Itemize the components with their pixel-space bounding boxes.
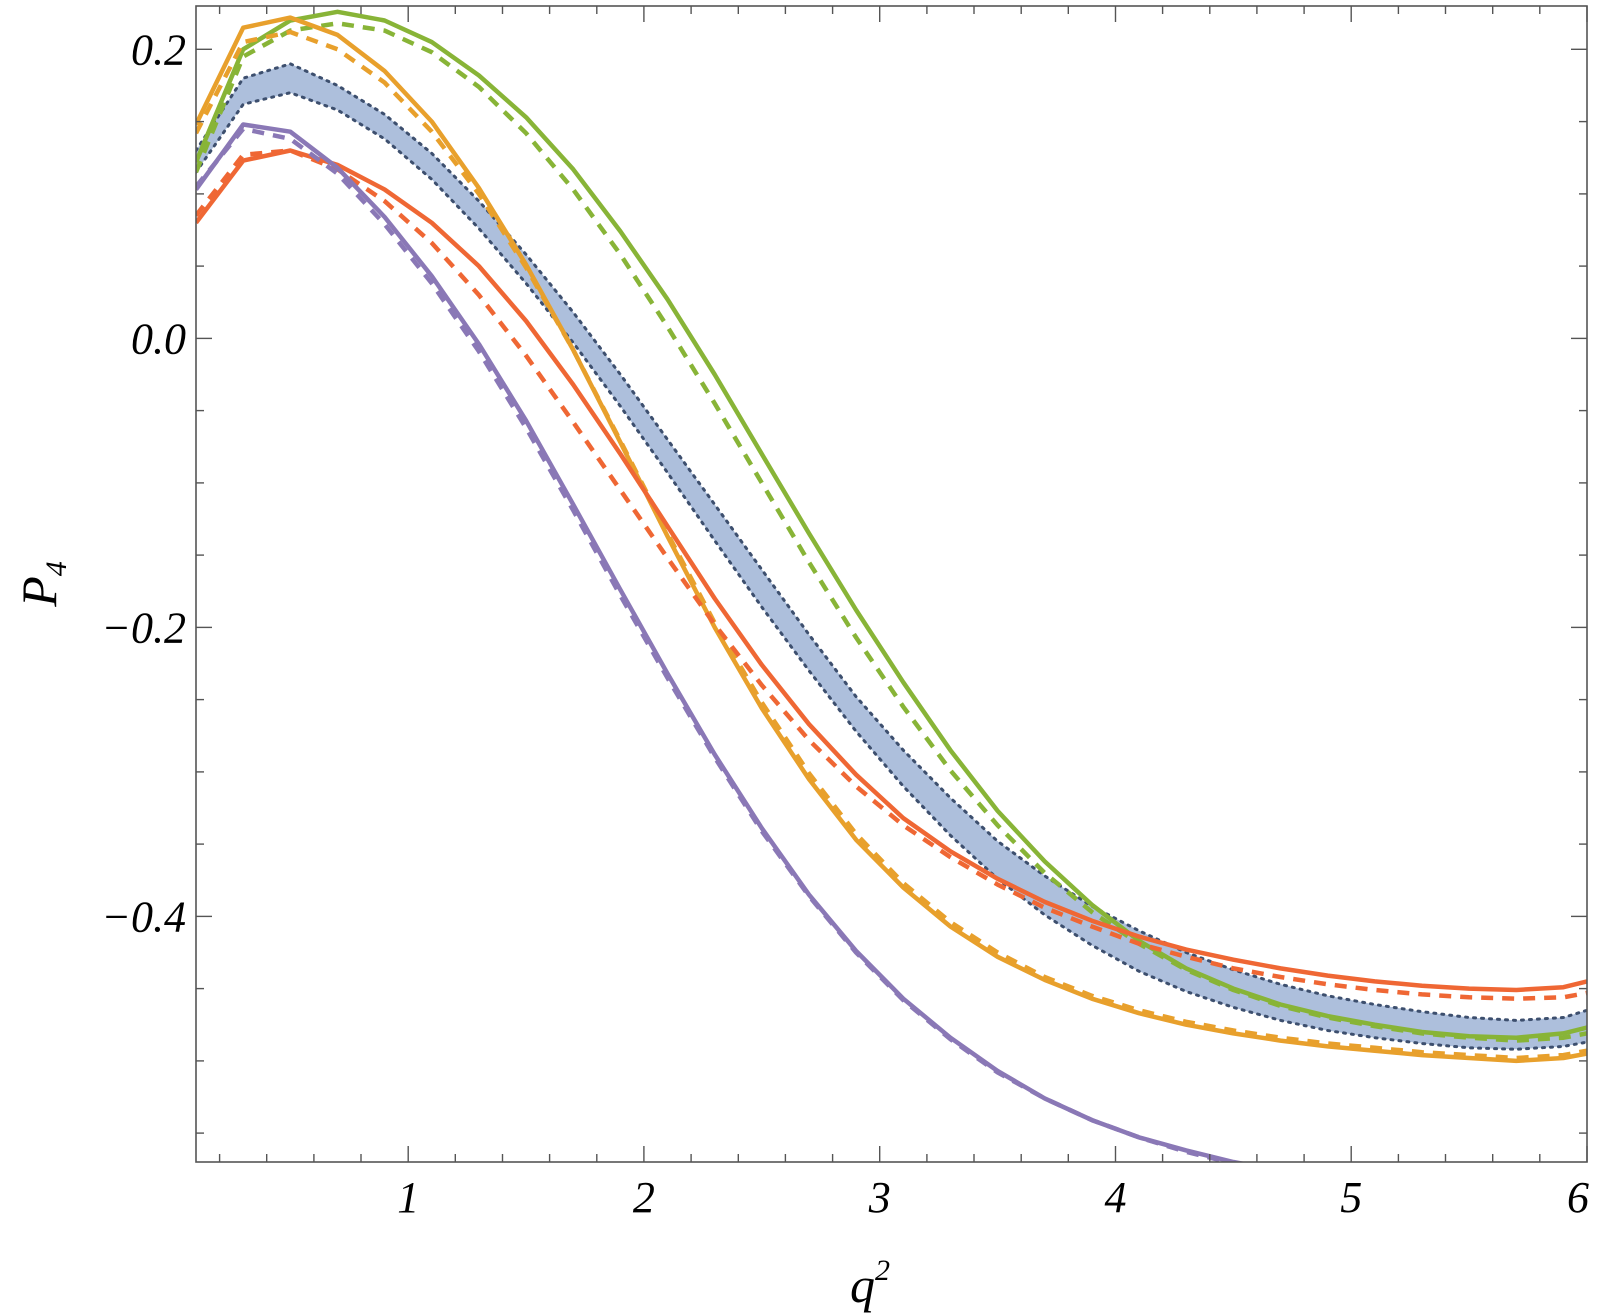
y-axis-title-subscript: 4 bbox=[40, 561, 73, 576]
y-axis-title: P4 bbox=[11, 561, 73, 608]
x-axis-title: q2 bbox=[850, 1254, 890, 1313]
plot-frame bbox=[195, 5, 1588, 1163]
y-tick-label: −0.2 bbox=[101, 603, 186, 652]
x-tick-label: 6 bbox=[1567, 1173, 1589, 1222]
plot-area bbox=[196, 9, 1587, 1162]
uncertainty-band bbox=[196, 63, 1587, 1050]
x-axis-title-superscript: 2 bbox=[875, 1254, 890, 1287]
axis-ticks bbox=[196, 6, 1588, 1162]
series-line-5 bbox=[196, 148, 1587, 993]
series-line-2 bbox=[196, 21, 1587, 1043]
series-line-8 bbox=[196, 126, 1239, 1162]
series-line-3 bbox=[196, 15, 1587, 1064]
series-line-6 bbox=[196, 148, 1587, 1001]
axis-tick-labels: 1 2 3 4 5 6 0.2 0.0 −0.2 −0.4 bbox=[101, 25, 1589, 1222]
series-line-4 bbox=[196, 29, 1587, 1061]
x-tick-label: 5 bbox=[1340, 1173, 1362, 1222]
x-tick-label: 1 bbox=[397, 1173, 419, 1222]
uncertainty-band-upper-edge bbox=[196, 62, 1587, 1022]
x-tick-label: 2 bbox=[633, 1173, 655, 1222]
series-group bbox=[196, 9, 1587, 1162]
x-axis-title-base: q bbox=[850, 1257, 875, 1313]
uncertainty-band-lower-edge bbox=[196, 91, 1587, 1051]
y-tick-label: 0.0 bbox=[131, 314, 186, 363]
y-axis-title-base: P bbox=[11, 576, 67, 608]
x-tick-label: 4 bbox=[1105, 1173, 1127, 1222]
y-tick-label: −0.4 bbox=[101, 892, 186, 941]
x-tick-label: 3 bbox=[868, 1173, 891, 1222]
y-tick-label: 0.2 bbox=[131, 25, 186, 74]
series-line-1 bbox=[196, 9, 1587, 1040]
